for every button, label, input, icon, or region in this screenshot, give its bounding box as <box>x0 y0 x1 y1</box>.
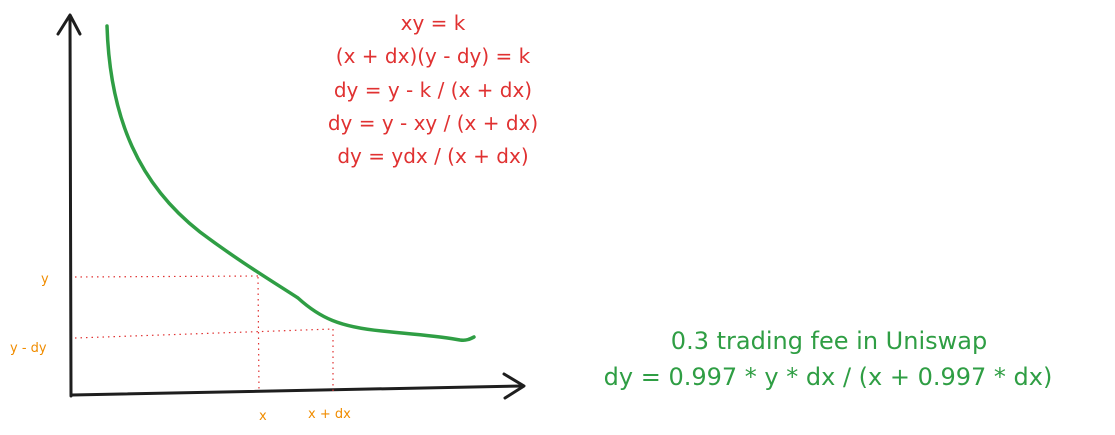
guide-lines <box>74 275 334 393</box>
equation-1: xy = k <box>401 11 466 35</box>
equation-5: dy = ydx / (x + dx) <box>337 144 528 168</box>
label-y: y <box>41 272 49 287</box>
fee-note: 0.3 trading fee in Uniswap dy = 0.997 * … <box>604 327 1053 391</box>
x-axis <box>70 384 524 397</box>
fee-note-formula: dy = 0.997 * y * dx / (x + 0.997 * dx) <box>604 363 1053 391</box>
axes <box>56 13 526 400</box>
derivation-equations: xy = k (x + dx)(y - dy) = k dy = y - k /… <box>328 11 538 168</box>
label-y-minus-dy: y - dy <box>10 341 47 356</box>
label-x-plus-dx: x + dx <box>308 407 351 422</box>
equation-2: (x + dx)(y - dy) = k <box>336 44 531 68</box>
fee-note-title: 0.3 trading fee in Uniswap <box>671 327 987 355</box>
y-axis <box>68 14 73 398</box>
x-axis-arrow-icon <box>502 372 526 400</box>
y-axis-arrow-icon <box>56 13 82 36</box>
guide-y <box>74 275 259 278</box>
equation-3: dy = y - k / (x + dx) <box>334 78 532 102</box>
guide-y-minus-dy <box>74 328 334 339</box>
constant-product-curve <box>105 24 476 342</box>
label-x: x <box>259 409 267 424</box>
equation-4: dy = y - xy / (x + dx) <box>328 111 538 135</box>
guide-x <box>257 276 260 393</box>
